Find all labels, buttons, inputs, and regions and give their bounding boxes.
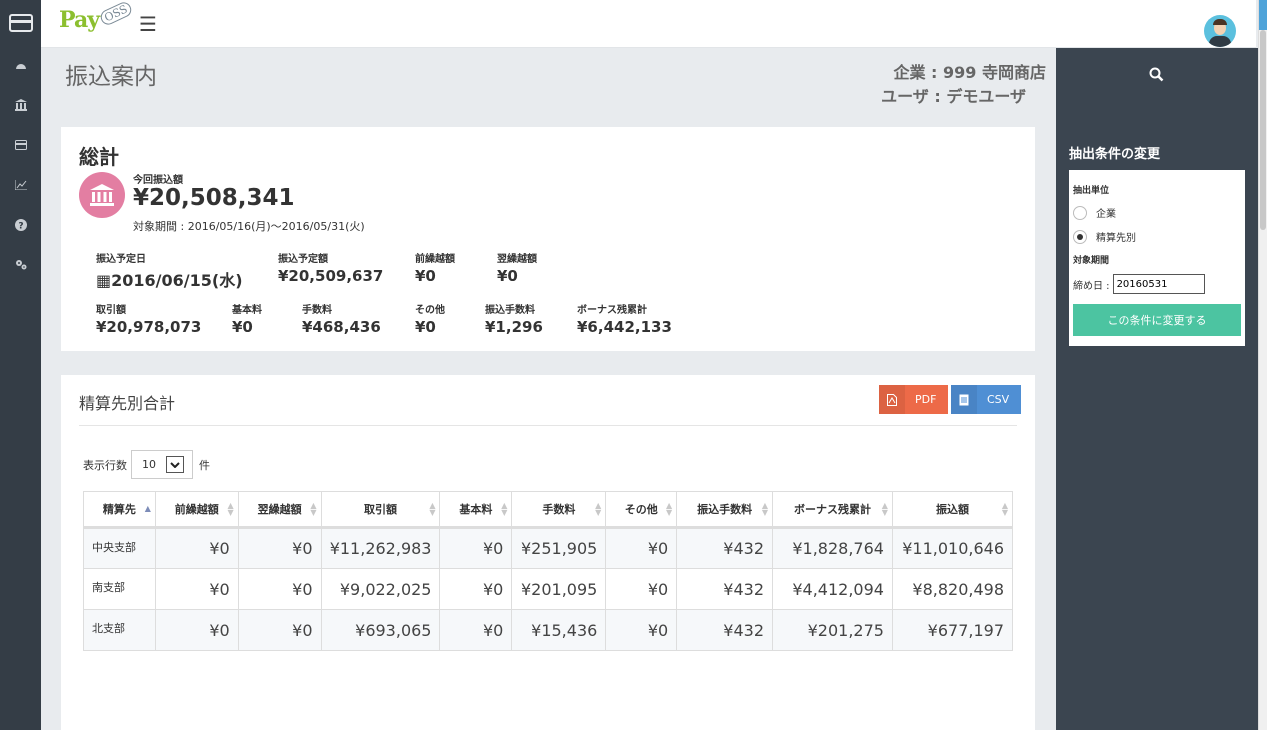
search-icon[interactable] (1149, 67, 1164, 86)
top-header: Pay OSS ☰ (41, 0, 1256, 48)
bank-icon[interactable] (0, 85, 41, 125)
stat-transfer-planned: 振込予定額 ¥20,509,637 (278, 254, 384, 285)
stat-transfer-date: 振込予定日 ▦2016/06/15(水) (96, 254, 243, 290)
chevron-down-icon (166, 456, 184, 473)
table-header-row: 精算先 ▲ 前繰越額 ▲ ▼ 翌繰越額 ▲ ▼ 取引額 ▲ ▼ 基本料 ▲ ▼ 手数料 ▲ ▼ その他… (83, 491, 1014, 529)
hamburger-icon[interactable]: ☰ (139, 12, 157, 36)
stat-transfer-fee: 振込手数料 ¥1,296 (485, 305, 543, 336)
pdf-button[interactable]: PDF (879, 385, 948, 414)
page-scrollbar[interactable] (1258, 0, 1267, 730)
settings-icon[interactable] (0, 245, 41, 285)
filter-title: 抽出条件の変更 (1069, 147, 1161, 162)
stat-bonus-balance: ボーナス残累計 ¥6,442,133 (577, 305, 672, 336)
table-row: 南支部 ¥0 ¥0 ¥9,022,025 ¥0 ¥201,095 ¥0 ¥432… (83, 568, 1014, 610)
col-transfer-fee[interactable]: 振込手数料 ▲ ▼ (676, 491, 774, 529)
divider (79, 425, 1017, 426)
calendar-icon: ▦ (96, 271, 112, 290)
col-prev-carry[interactable]: 前繰越額 ▲ ▼ (154, 491, 239, 529)
user-info: ユーザ : デモユーザ (881, 87, 1026, 106)
filter-panel: 抽出条件の変更 抽出単位 企業 精算先別 対象期間 締め日 : この条件に変更す… (1056, 48, 1258, 730)
stat-next-carryover: 翌繰越額 ¥0 (497, 254, 537, 285)
radio-settlement[interactable]: 精算先別 (1073, 229, 1241, 244)
sort-icon: ▲ ▼ (595, 501, 602, 517)
sort-icon: ▲ ▼ (310, 501, 317, 517)
filter-form: 抽出単位 企業 精算先別 対象期間 締め日 : この条件に変更する (1069, 170, 1245, 346)
sort-icon: ▲ ▼ (761, 501, 769, 517)
closing-date-input[interactable] (1112, 274, 1205, 294)
settlement-table: 精算先 ▲ 前繰越額 ▲ ▼ 翌繰越額 ▲ ▼ 取引額 ▲ ▼ 基本料 ▲ ▼ 手数料 ▲ ▼ その他… (83, 491, 1014, 651)
dashboard-icon[interactable] (0, 45, 41, 85)
unit-label: 抽出単位 (1073, 186, 1110, 196)
summary-heading: 総計 (79, 145, 119, 169)
closing-date-row: 締め日 : (1073, 274, 1241, 294)
this-amount-value: ¥20,508,341 (133, 185, 295, 211)
breakdown-card: 精算先別合計 PDF CSV 表示行数 10 件 精算先 ▲ 前繰越額 ▲ ▼ 翌繰越… (61, 375, 1035, 730)
sort-icon: ▲ ▼ (1001, 501, 1008, 517)
col-other[interactable]: その他 ▲ ▼ (605, 491, 678, 529)
app-logo[interactable]: Pay OSS (59, 0, 134, 33)
col-fees[interactable]: 手数料 ▲ ▼ (511, 491, 607, 529)
csv-button[interactable]: CSV (951, 385, 1021, 414)
sort-asc-icon: ▲ (144, 504, 151, 513)
company-info: 企業 : 999 寺岡商店 (893, 63, 1046, 82)
col-transfer-amount[interactable]: 振込額 ▲ ▼ (891, 491, 1014, 529)
chart-icon[interactable] (0, 165, 41, 205)
help-icon[interactable]: ? (0, 205, 41, 245)
stat-prev-carryover: 前繰越額 ¥0 (415, 254, 455, 285)
radio-circle[interactable] (1073, 205, 1087, 220)
stat-transactions: 取引額 ¥20,978,073 (96, 305, 202, 336)
col-base-fee[interactable]: 基本料 ▲ ▼ (439, 491, 513, 529)
credit-card-icon[interactable] (0, 125, 41, 165)
apply-filter-button[interactable]: この条件に変更する (1073, 304, 1241, 336)
table-row: 北支部 ¥0 ¥0 ¥693,065 ¥0 ¥15,436 ¥0 ¥432 ¥2… (83, 609, 1014, 651)
csv-file-icon (951, 385, 977, 414)
sort-icon: ▲ ▼ (227, 501, 234, 517)
sort-icon: ▲ ▼ (429, 501, 436, 517)
closing-label: 締め日 : (1073, 280, 1110, 292)
svg-text:?: ? (18, 222, 23, 232)
sort-icon: ▲ ▼ (666, 501, 673, 517)
col-transactions[interactable]: 取引額 ▲ ▼ (320, 491, 441, 529)
card-icon[interactable] (0, 0, 41, 45)
rows-select[interactable]: 10 (131, 450, 193, 479)
sort-icon: ▲ ▼ (501, 501, 508, 517)
stat-fees: 手数料 ¥468,436 (302, 305, 381, 336)
period-text: 対象期間 : 2016/05/16(月)〜2016/05/31(火) (133, 220, 365, 233)
logo-sub: OSS (98, 0, 134, 28)
radio-circle-selected[interactable] (1073, 229, 1087, 244)
col-bonus[interactable]: ボーナス残累計 ▲ ▼ (772, 491, 893, 529)
pdf-file-icon (879, 385, 905, 414)
rows-unit: 件 (199, 458, 210, 472)
page-title: 振込案内 (65, 64, 157, 90)
left-sidebar: ? (0, 0, 41, 730)
bank-icon (79, 172, 125, 218)
breakdown-heading: 精算先別合計 (79, 394, 176, 413)
table-row: 中央支部 ¥0 ¥0 ¥11,262,983 ¥0 ¥251,905 ¥0 ¥4… (83, 527, 1014, 569)
avatar[interactable] (1204, 15, 1236, 47)
logo-main: Pay (59, 7, 100, 33)
period-label: 対象期間 (1073, 256, 1110, 266)
radio-company[interactable]: 企業 (1073, 205, 1241, 220)
stat-base-fee: 基本料 ¥0 (232, 305, 262, 336)
col-next-carry[interactable]: 翌繰越額 ▲ ▼ (237, 491, 322, 529)
this-amount-label: 今回振込額 (133, 175, 183, 186)
col-settlement[interactable]: 精算先 ▲ (83, 491, 156, 529)
rows-label: 表示行数 (83, 458, 127, 472)
stat-other: その他 ¥0 (415, 305, 445, 336)
rows-per-page: 表示行数 10 件 (83, 450, 210, 479)
sort-icon: ▲ ▼ (881, 501, 888, 517)
summary-card: 総計 今回振込額 ¥20,508,341 対象期間 : 2016/05/16(月… (61, 127, 1035, 351)
